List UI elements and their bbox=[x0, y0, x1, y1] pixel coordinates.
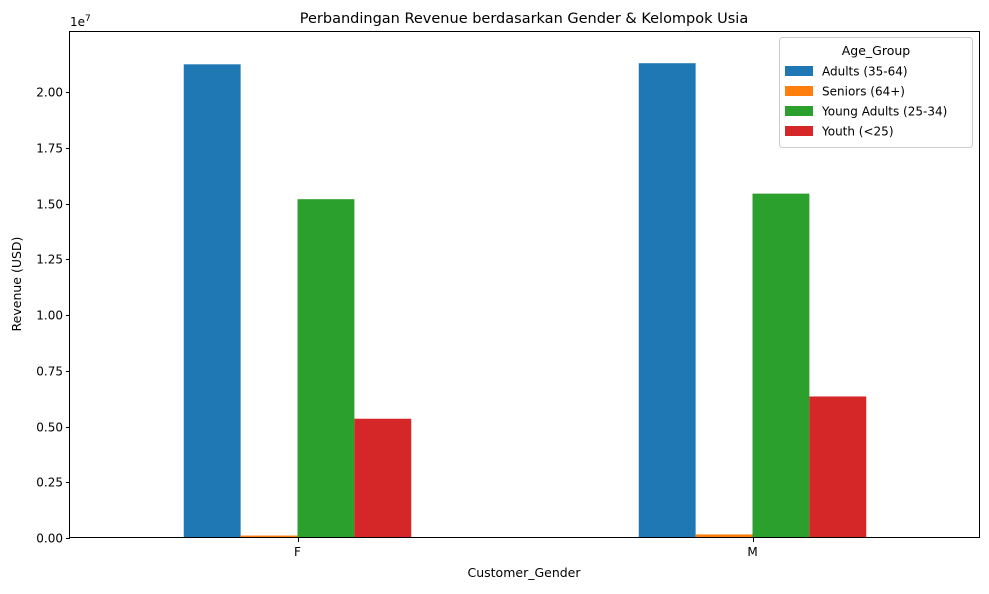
legend-label-adults-35-64: Adults (35-64) bbox=[822, 65, 908, 79]
legend-title: Age_Group bbox=[842, 43, 911, 58]
legend-label-youth-25: Youth (<25) bbox=[821, 125, 894, 139]
x-tick-label: M bbox=[747, 545, 757, 559]
legend-swatch-adults-35-64 bbox=[785, 66, 813, 76]
plot-frame bbox=[69, 31, 980, 538]
y-tick-label: 1.00 bbox=[36, 309, 63, 323]
legend: Age_Group Adults (35-64) Seniors (64+) You… bbox=[779, 37, 973, 148]
bar-young-adults-25-34-f bbox=[297, 199, 355, 538]
y-tick-label: 2.00 bbox=[36, 86, 63, 100]
chart-title: Perbandingan Revenue berdasarkan Gender … bbox=[300, 11, 748, 27]
bar-seniors-64-f bbox=[240, 535, 298, 538]
y-tick-label: 0.00 bbox=[36, 532, 63, 546]
legend-swatch-youth-25 bbox=[785, 126, 813, 136]
y-tick-label: 0.50 bbox=[36, 421, 63, 435]
bar-seniors-64-m bbox=[695, 534, 753, 538]
y-tick-label: 1.50 bbox=[36, 198, 63, 212]
legend-label-young-adults-25-34: Young Adults (25-34) bbox=[821, 105, 947, 119]
x-tick-label: F bbox=[294, 545, 301, 559]
bar-young-adults-25-34-m bbox=[752, 193, 810, 539]
y-offset-mantissa: 1e bbox=[70, 15, 85, 29]
legend-swatch-seniors-64 bbox=[785, 86, 813, 96]
bars-group bbox=[183, 63, 867, 539]
y-axis: 0.00 0.25 0.50 0.75 1.00 1.25 1.50 1.75 2.00 bbox=[36, 86, 70, 546]
bar-youth-25-m bbox=[809, 396, 867, 538]
y-tick-label: 0.25 bbox=[36, 476, 63, 490]
bar-adults-35-64-m bbox=[638, 63, 696, 539]
y-offset-exponent: 7 bbox=[85, 14, 91, 24]
y-axis-offset-label: 1e7 bbox=[70, 14, 91, 29]
y-tick-label: 1.75 bbox=[36, 142, 63, 156]
legend-swatch-young-adults-25-34 bbox=[785, 106, 813, 116]
y-tick-label: 1.25 bbox=[36, 253, 63, 267]
y-tick-label: 0.75 bbox=[36, 365, 63, 379]
legend-box bbox=[779, 37, 973, 148]
bar-youth-25-f bbox=[354, 418, 412, 538]
bar-adults-35-64-f bbox=[183, 64, 241, 538]
legend-items: Adults (35-64) Seniors (64+) Young Adults … bbox=[785, 65, 947, 139]
x-axis-label: Customer_Gender bbox=[467, 565, 581, 580]
y-axis-label: Revenue (USD) bbox=[9, 237, 24, 332]
legend-label-seniors-64: Seniors (64+) bbox=[822, 85, 905, 99]
